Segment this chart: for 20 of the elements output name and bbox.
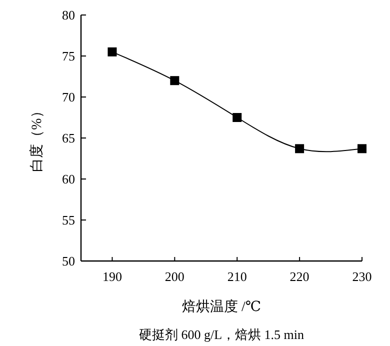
y-tick-label: 60: [62, 172, 75, 187]
y-axis-title: 白度（%）: [29, 104, 45, 172]
y-tick-label: 70: [62, 90, 75, 105]
x-axis-title: 焙烘温度 /℃: [182, 299, 262, 315]
y-tick-label: 80: [62, 8, 75, 23]
point: [170, 76, 180, 86]
point: [108, 47, 117, 56]
x-tick-label: 200: [164, 269, 184, 284]
y-tick-label: 50: [62, 254, 75, 269]
point: [358, 144, 366, 154]
x-tick-label: 190: [102, 269, 122, 284]
y-tick-label: 75: [62, 48, 75, 64]
y-tick-label: 65: [62, 130, 75, 146]
y-tick-label: 55: [62, 212, 75, 228]
text: 硬挺剂 600 g/L，焙烘 1.5 min: [138, 327, 305, 342]
x-tick-label: 210: [227, 269, 247, 284]
x-tick-label: 230: [352, 269, 372, 284]
point: [232, 113, 242, 122]
point: [295, 144, 304, 154]
x-tick-label: 220: [290, 269, 310, 284]
